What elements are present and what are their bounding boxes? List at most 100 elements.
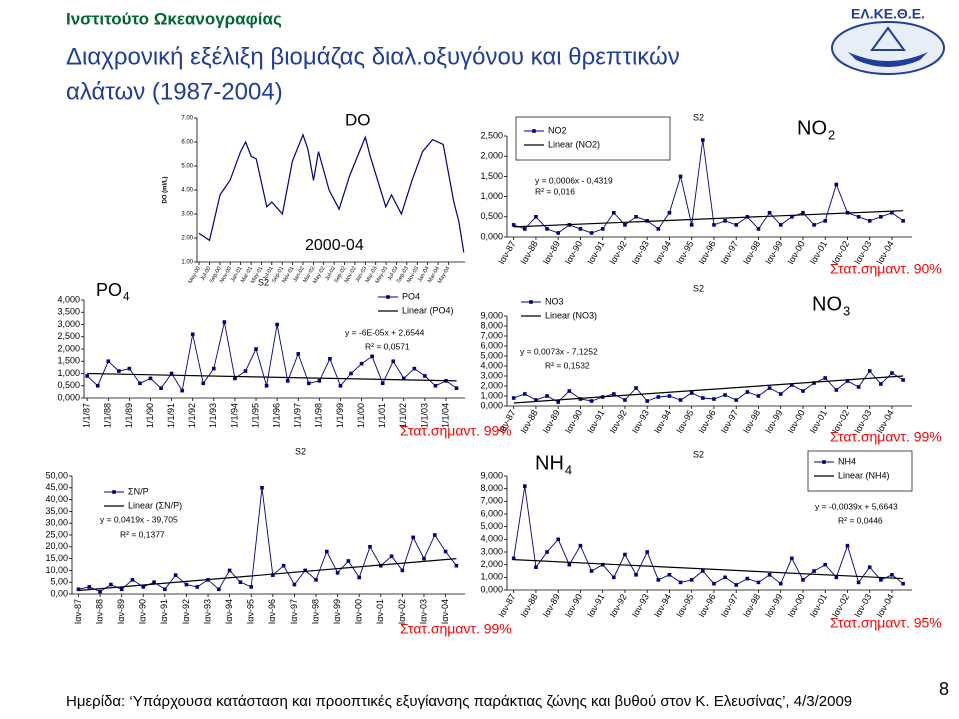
y-tick-label: 8,000 (480, 320, 503, 330)
data-point (879, 578, 883, 582)
data-point (656, 227, 661, 231)
data-point (623, 398, 627, 402)
trend-r2: R² = 0,0446 (838, 515, 883, 525)
x-tick-label: Ιαν-87 (496, 592, 517, 619)
data-point (745, 576, 750, 581)
data-point (401, 376, 406, 381)
data-point (534, 215, 538, 219)
data-point (600, 562, 605, 567)
data-point (173, 573, 178, 577)
data-point (845, 543, 850, 548)
legend-label: NH4 (838, 456, 856, 466)
data-point (433, 383, 438, 388)
chart-title: NH (535, 452, 564, 474)
y-tick-label: 20,00 (45, 541, 68, 551)
x-tick-label: Ιαν-00 (785, 408, 806, 435)
data-point (411, 535, 415, 540)
x-tick-label: Ιαν-93 (630, 408, 651, 435)
legend-marker (822, 460, 826, 464)
data-point (701, 138, 705, 142)
data-point (141, 585, 146, 589)
slide-title: Διαχρονική εξέλιξη βιομάζας διαλ.οξυγόνο… (66, 43, 680, 70)
data-point (589, 231, 594, 235)
x-tick-label: 1/1/00 (356, 403, 366, 428)
x-tick-label: Ιαν-93 (630, 592, 651, 619)
x-tick-label: Ιαν-96 (267, 599, 277, 624)
data-point (285, 379, 290, 383)
x-tick-label: Ιαν-97 (719, 408, 740, 435)
y-tick-label: 5,000 (480, 350, 503, 360)
x-tick-label: 1/1/92 (187, 403, 197, 428)
data-point (712, 397, 716, 401)
logo-ship (848, 52, 928, 67)
x-tick-label: Ιαν-88 (94, 599, 104, 624)
data-point (745, 390, 750, 394)
data-point (689, 578, 694, 582)
data-point (233, 376, 237, 381)
x-tick-label: Ιαν-99 (763, 239, 784, 266)
y-tick-label: 2,000 (480, 380, 503, 390)
data-point (296, 352, 301, 356)
y-tick-label: 1,000 (57, 368, 80, 378)
data-point (623, 223, 627, 227)
trend-r2: R² = 0,1377 (120, 529, 165, 539)
y-tick-label: 1,500 (480, 171, 503, 181)
data-point (76, 587, 81, 592)
legend-marker (529, 300, 533, 304)
station-label: S2 (693, 112, 704, 122)
data-point (380, 381, 385, 386)
x-tick-label: Ιαν-91 (585, 408, 606, 435)
y-tick-label: 3,000 (480, 370, 503, 380)
y-tick-label: 50,00 (45, 470, 68, 480)
data-point (867, 369, 872, 373)
data-point (127, 366, 132, 371)
x-tick-label: 1/1/94 (229, 403, 239, 428)
data-point (589, 399, 594, 403)
trend-equation: y = -0,0039x + 5,6643 (815, 501, 898, 511)
data-point (678, 580, 683, 585)
significance-label: Στατ.σημαντ. 90% (830, 261, 942, 277)
data-point (801, 578, 805, 582)
data-point (264, 383, 269, 388)
logo-text: ΕΛ.ΚΕ.Θ.Ε. (851, 6, 925, 22)
y-tick-label: 2,500 (480, 130, 503, 140)
data-point (217, 587, 221, 592)
data-point (195, 585, 200, 589)
x-tick-label: Ιαν-89 (541, 592, 562, 619)
legend-label: Linear (NH4) (838, 470, 890, 480)
data-point (578, 397, 583, 401)
data-point (834, 182, 839, 187)
x-tick-label: Ιαν-91 (159, 599, 169, 624)
station-label: S2 (693, 283, 704, 293)
data-point (834, 388, 839, 392)
trend-equation: y = 0,0073x - 7,1252 (520, 346, 598, 356)
data-point (201, 381, 206, 386)
chart-title-subscript: 4 (565, 462, 572, 477)
data-point (523, 484, 527, 488)
x-tick-label: Ιαν-00 (785, 592, 806, 619)
data-point (275, 322, 279, 327)
legend-box (515, 116, 671, 161)
data-point (656, 395, 661, 399)
data-point (368, 545, 372, 549)
x-tick-label: 1/1/04 (440, 403, 450, 428)
significance-label: Στατ.σημαντ. 99% (400, 423, 512, 439)
x-tick-label: Ιαν-88 (518, 408, 539, 435)
data-point (98, 589, 102, 594)
data-point (812, 381, 816, 385)
x-tick-label: Ιαν-87 (496, 408, 517, 435)
x-tick-label: 1/1/93 (208, 403, 218, 428)
data-point (222, 320, 227, 324)
chart-title: NO (797, 117, 827, 139)
x-tick-label: Ιαν-91 (585, 592, 606, 619)
chart-subtitle: 2000-04 (305, 237, 364, 254)
data-point (701, 569, 705, 573)
y-tick-label: 40,00 (45, 494, 68, 504)
x-tick-label: Ιαν-01 (808, 592, 829, 619)
data-point (227, 568, 232, 573)
y-tick-label: 45,00 (45, 482, 68, 492)
y-tick-label: 35,00 (45, 506, 68, 516)
x-tick-label: Ιαν-88 (518, 592, 539, 619)
